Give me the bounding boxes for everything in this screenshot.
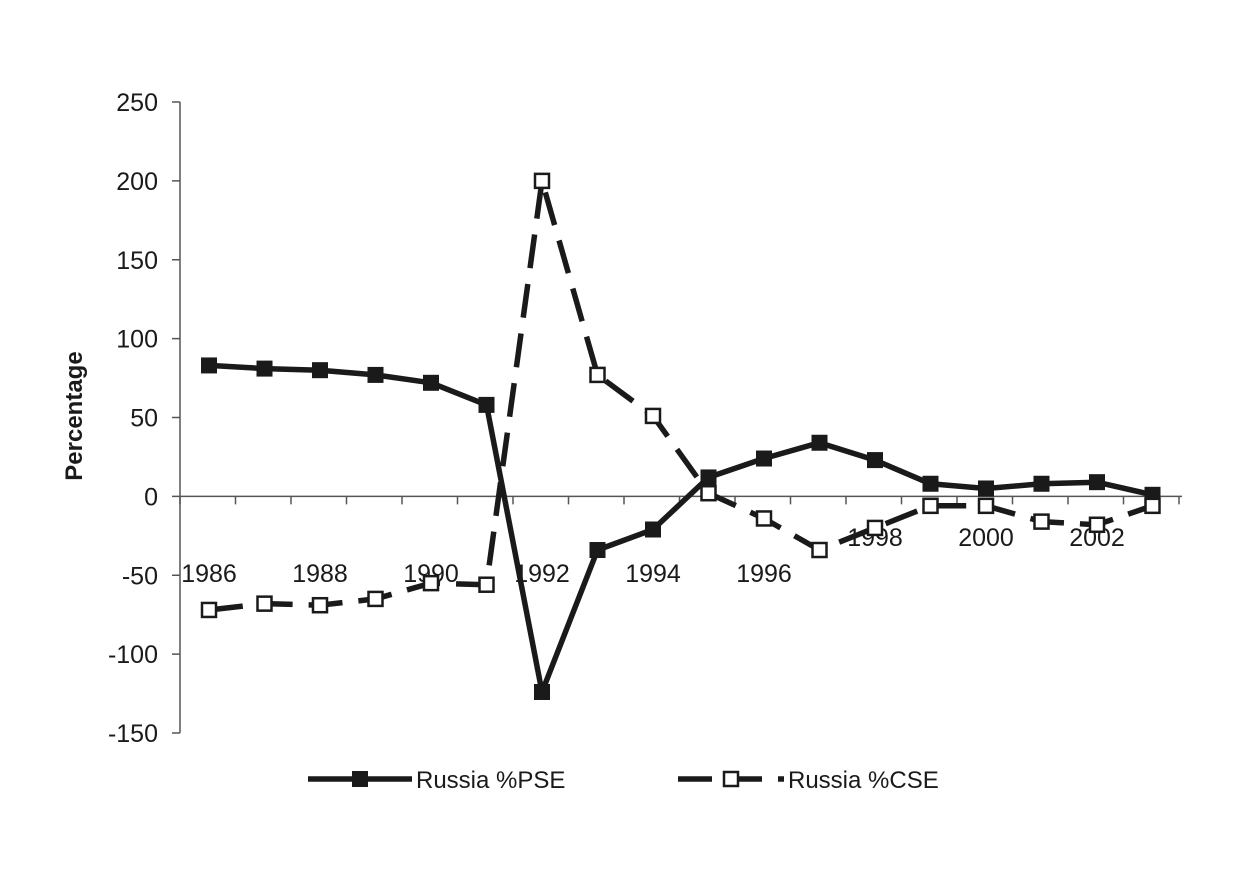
data-point <box>1088 516 1106 534</box>
data-point <box>811 434 828 451</box>
y-tick-label: 200 <box>116 168 158 196</box>
series-1 <box>201 357 1161 700</box>
x-tick-label: 1996 <box>736 560 792 588</box>
y-axis-title: Percentage <box>61 351 88 480</box>
series-line <box>208 178 1154 613</box>
data-point <box>755 510 773 527</box>
series-line <box>208 362 1154 695</box>
y-axis: -150 -100 -50 0 50 100 150 200 250 <box>108 89 181 748</box>
x-tick-label: 1988 <box>292 560 348 588</box>
legend-item: Russia %PSE <box>308 767 565 794</box>
y-tick-label: -50 <box>122 562 158 590</box>
data-point <box>422 574 440 592</box>
data-point <box>312 362 328 379</box>
data-point <box>478 576 495 593</box>
y-tick-label: 100 <box>116 326 158 354</box>
y-tick-label: -150 <box>108 720 158 748</box>
x-tick-label: 1986 <box>181 560 237 588</box>
series-2 <box>200 172 1161 619</box>
legend-marker <box>722 770 740 788</box>
data-point <box>922 475 939 492</box>
y-tick-label: 0 <box>144 483 158 511</box>
data-point <box>811 541 828 559</box>
y-tick-label: 150 <box>116 247 158 275</box>
data-point <box>867 452 883 469</box>
data-point <box>700 469 717 486</box>
data-point <box>200 601 218 619</box>
data-point <box>978 480 994 497</box>
y-tick-label: 50 <box>130 405 158 433</box>
y-tick-label: -100 <box>108 641 158 669</box>
data-point <box>645 521 661 538</box>
data-point <box>922 497 939 515</box>
data-point <box>589 366 606 384</box>
x-tick-label: 1994 <box>625 560 681 588</box>
plot-series <box>200 172 1161 700</box>
data-point <box>756 450 772 467</box>
data-point <box>423 374 439 391</box>
x-tick-label: 2000 <box>958 524 1014 552</box>
data-point <box>367 590 384 608</box>
data-point <box>367 366 384 383</box>
data-point <box>201 357 217 374</box>
data-point <box>1033 513 1050 530</box>
data-point <box>1089 474 1105 491</box>
data-point <box>533 172 551 190</box>
data-point <box>478 396 495 413</box>
legend-label: Russia %PSE <box>416 767 565 794</box>
data-point <box>644 407 662 425</box>
y-tick-label: 250 <box>116 89 158 117</box>
data-point <box>977 497 995 515</box>
data-point <box>1033 475 1050 492</box>
data-point <box>256 360 273 377</box>
legend: Russia %PSE Russia %CSE <box>308 767 939 794</box>
data-point <box>1144 497 1161 515</box>
data-point <box>311 596 329 614</box>
legend-item: Russia %CSE <box>678 767 939 794</box>
legend-marker <box>352 771 368 787</box>
legend-label: Russia %CSE <box>788 767 939 794</box>
data-point <box>866 519 884 537</box>
data-point <box>256 595 273 612</box>
data-point <box>534 683 550 700</box>
data-point <box>700 484 717 502</box>
data-point <box>589 542 606 559</box>
